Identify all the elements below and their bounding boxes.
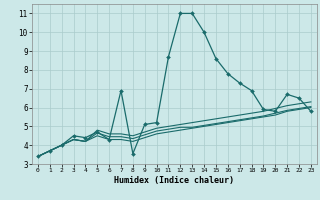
X-axis label: Humidex (Indice chaleur): Humidex (Indice chaleur): [115, 176, 234, 185]
